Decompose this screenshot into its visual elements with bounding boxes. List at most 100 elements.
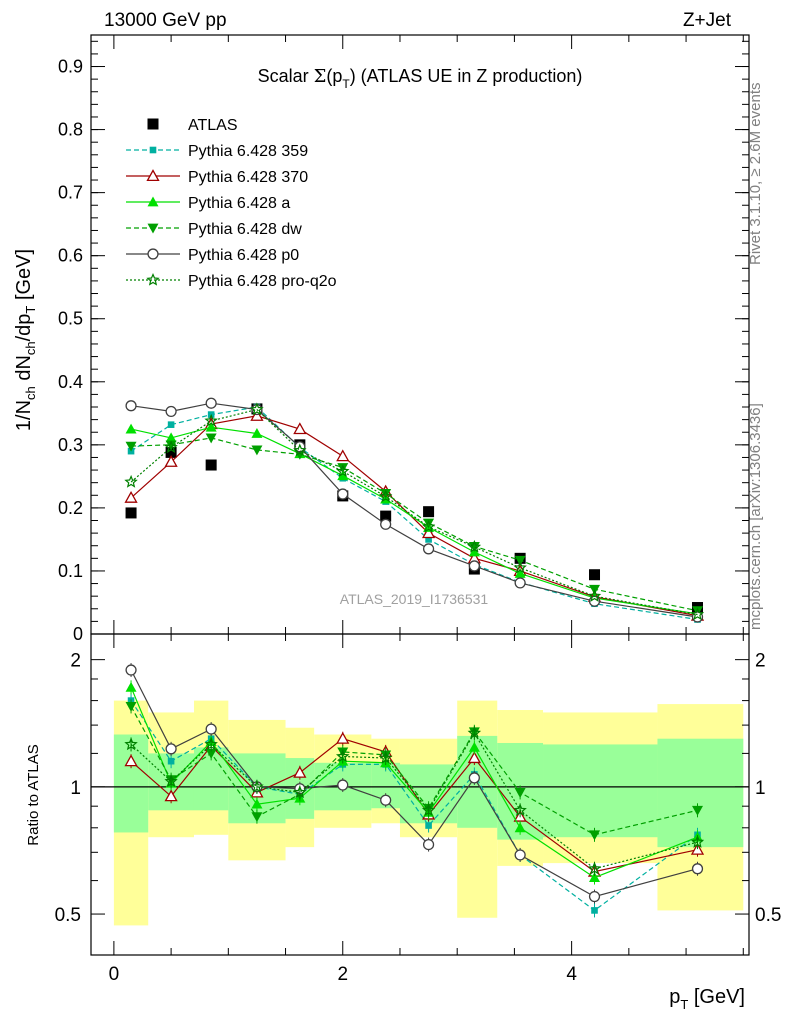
ratio-point xyxy=(591,907,598,914)
legend-label: Pythia 6.428 dw xyxy=(188,221,302,238)
ratio-series-pythia-6-428-pro-q2o xyxy=(124,726,705,876)
y-axis-label-ratio: Ratio to ATLAS xyxy=(25,744,42,845)
legend-marker xyxy=(147,248,159,260)
data-point xyxy=(423,506,435,518)
ratio-point xyxy=(467,726,482,739)
watermark: ATLAS_2019_I1736531 xyxy=(340,591,489,607)
legend-label: Pythia 6.428 370 xyxy=(188,169,308,186)
ratio-point xyxy=(514,788,526,798)
ratio-point xyxy=(589,872,601,882)
data-point xyxy=(425,536,432,543)
ratio-point xyxy=(691,863,704,875)
mcplots-label: mcplots.cern.ch [arXiv:1306.3436] xyxy=(747,403,764,630)
legend-label: Pythia 6.428 a xyxy=(188,195,290,212)
data-point xyxy=(587,589,602,602)
data-point xyxy=(251,445,263,456)
y-tick-label: 0.1 xyxy=(58,561,83,581)
ratio-frame xyxy=(90,633,750,956)
x-axis-label: pT [GeV] xyxy=(669,986,745,1012)
ratio-series xyxy=(124,663,705,918)
ratio-line xyxy=(130,669,698,898)
chart-title: Scalar Σ(pT) (ATLAS UE in Z production) xyxy=(258,66,583,91)
ratio-point xyxy=(337,779,349,791)
legend-item: Pythia 6.428 dw xyxy=(126,221,302,238)
data-point xyxy=(514,567,526,578)
ratio-y-tick-label-right: 1 xyxy=(755,778,766,799)
ratio-point xyxy=(125,681,137,692)
legend-item: Pythia 6.428 370 xyxy=(126,169,308,186)
legend-item: Pythia 6.428 a xyxy=(126,195,290,212)
y-tick-label: 0.6 xyxy=(58,246,83,266)
ratio-point xyxy=(514,849,526,861)
data-point xyxy=(293,443,307,457)
ratio-point xyxy=(589,830,601,841)
x-tick-label: 0 xyxy=(109,964,120,985)
y-tick-label: 0.4 xyxy=(58,372,83,392)
series-line xyxy=(130,408,698,616)
legend-label: ATLAS xyxy=(188,117,238,134)
ratio-y-tick-label: 0.5 xyxy=(55,905,81,926)
data-point xyxy=(124,474,138,488)
data-point xyxy=(337,470,349,481)
legend-marker xyxy=(147,223,159,234)
y-tick-label: 0.8 xyxy=(58,120,83,140)
ratio-y-tick-label-right: 0.5 xyxy=(755,905,781,926)
ratio-y-tick-label: 2 xyxy=(70,651,81,672)
series-pythia-6-428-pro-q2o xyxy=(124,402,705,621)
legend-marker xyxy=(146,272,160,286)
data-point xyxy=(336,464,350,478)
ratio-point xyxy=(467,751,481,764)
data-point xyxy=(125,507,137,519)
ratio-line xyxy=(130,738,698,873)
ratio-line xyxy=(130,687,698,879)
ratio-point xyxy=(692,805,704,816)
data-point xyxy=(294,441,306,453)
ratio-point xyxy=(380,794,392,806)
legend-label: Pythia 6.428 359 xyxy=(188,143,308,160)
y-tick-label: 0.7 xyxy=(58,183,83,203)
y-tick-label: 0.5 xyxy=(58,309,83,329)
data-point xyxy=(205,397,217,409)
data-point xyxy=(690,607,705,621)
data-point xyxy=(468,560,480,572)
band-green xyxy=(657,738,744,848)
data-point xyxy=(205,421,217,432)
data-point xyxy=(692,606,704,617)
data-point xyxy=(514,555,526,566)
data-point xyxy=(167,421,175,428)
band-green xyxy=(543,744,658,838)
legend: ATLAS Pythia 6.428 359 Pythia 6.428 370 Pyt… xyxy=(126,117,337,290)
data-point xyxy=(513,560,527,574)
main-axes: 0 0.1 0.2 0.3 0.4 0.5 0.6 0.7 0.8 0.9 xyxy=(58,34,750,644)
ratio-point xyxy=(588,890,601,903)
legend-label: Pythia 6.428 p0 xyxy=(188,247,299,264)
ratio-point xyxy=(124,737,138,751)
ratio-point xyxy=(422,839,435,851)
ratio-point xyxy=(468,741,480,752)
data-point xyxy=(421,519,436,533)
ratio-axes: 0.5 0.5 1 1 2 2 0 2 4 xyxy=(55,633,781,985)
ratio-point xyxy=(124,754,138,767)
ratio-panel: 0.5 0.5 1 1 2 2 0 2 4 Ratio to ATLAS pT [GeV] xyxy=(25,633,781,1012)
data-point xyxy=(125,441,137,452)
data-point xyxy=(336,449,350,462)
ratio-line xyxy=(130,731,698,870)
data-point xyxy=(468,541,480,552)
data-point xyxy=(250,402,264,416)
data-point xyxy=(421,526,436,539)
data-point xyxy=(164,440,178,454)
legend-item: Pythia 6.428 p0 xyxy=(126,247,299,264)
ratio-point xyxy=(690,842,705,855)
ratio-point xyxy=(164,789,178,802)
rivet-label: Rivet 3.1.10, ≥ 2.6M events xyxy=(747,83,764,266)
ratio-point xyxy=(335,749,350,763)
data-point xyxy=(467,539,482,553)
x-tick-label: 2 xyxy=(337,964,348,985)
data-point xyxy=(205,459,217,471)
series-line xyxy=(131,402,698,618)
data-point xyxy=(380,488,392,499)
data-point xyxy=(378,489,393,503)
data-point xyxy=(204,413,218,427)
data-point xyxy=(165,446,177,458)
